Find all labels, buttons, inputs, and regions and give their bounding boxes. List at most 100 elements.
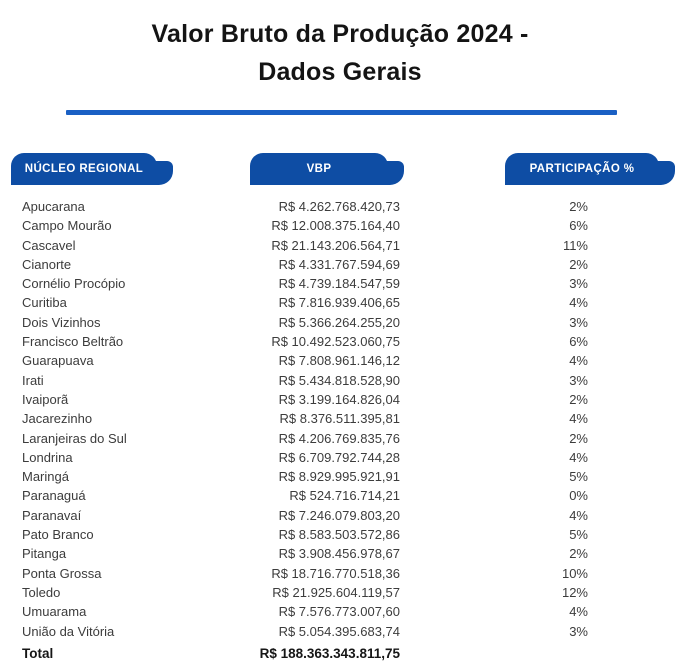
nucleo-cell: Cascavel — [22, 237, 76, 253]
vbp-cell: R$ 8.376.511.395,81 — [279, 411, 400, 427]
nucleo-cell: Guarapuava — [22, 353, 94, 369]
vbp-cell: R$ 524.716.714,21 — [289, 488, 400, 504]
nucleo-cell: Francisco Beltrão — [22, 334, 124, 350]
column-header-participacao: PARTICIPAÇÃO % — [505, 153, 675, 185]
vbp-cell: R$ 3.199.164.826,04 — [278, 391, 400, 407]
vbp-cell: R$ 8.929.995.921,91 — [278, 469, 400, 485]
nucleo-cell: Londrina — [22, 449, 73, 465]
table-row: Paranaguá R$ 524.716.714,21 0% — [0, 486, 680, 505]
total-label: Total — [22, 646, 54, 661]
vbp-cell: R$ 5.366.264.255,20 — [278, 314, 400, 330]
vbp-cell: R$ 4.206.769.835,76 — [278, 430, 400, 446]
page-title-line2: Dados Gerais — [258, 58, 422, 86]
participacao-cell: 3% — [569, 372, 588, 388]
participacao-cell: 2% — [569, 391, 588, 407]
vbp-cell: R$ 4.262.768.420,73 — [278, 199, 400, 214]
nucleo-cell: Laranjeiras do Sul — [22, 430, 127, 446]
participacao-cell: 6% — [569, 334, 588, 350]
vbp-cell: R$ 21.925.604.119,57 — [272, 584, 400, 600]
table-row: Cornélio Procópio R$ 4.739.184.547,59 3% — [0, 274, 680, 293]
vbp-cell: R$ 18.716.770.518,36 — [271, 565, 400, 581]
column-header-vbp: VBP — [250, 153, 404, 185]
table-row: Irati R$ 5.434.818.528,90 3% — [0, 371, 680, 390]
participacao-cell: 5% — [569, 469, 588, 485]
participacao-cell: 4% — [569, 353, 588, 369]
vbp-cell: R$ 3.908.456.978,67 — [278, 546, 400, 562]
column-header-nucleo-regional: NÚCLEO REGIONAL — [11, 153, 173, 185]
table-row: Apucarana R$ 4.262.768.420,73 2% — [0, 197, 680, 216]
nucleo-cell: Jacarezinho — [22, 411, 93, 427]
table-row: Jacarezinho R$ 8.376.511.395,81 4% — [0, 409, 680, 428]
table-row: Umuarama R$ 7.576.773.007,60 4% — [0, 602, 680, 621]
vbp-cell: R$ 5.434.818.528,90 — [278, 372, 400, 388]
participacao-cell: 0% — [569, 488, 588, 504]
nucleo-cell: Toledo — [22, 584, 61, 600]
nucleo-cell: Ivaiporã — [22, 391, 69, 407]
table-row: Ponta Grossa R$ 18.716.770.518,36 10% — [0, 564, 680, 583]
vbp-cell: R$ 4.331.767.594,69 — [278, 256, 400, 272]
participacao-cell: 5% — [569, 527, 588, 543]
participacao-cell: 4% — [569, 449, 588, 465]
participacao-cell: 2% — [569, 199, 588, 214]
nucleo-cell: Curitiba — [22, 295, 67, 311]
vbp-cell: R$ 7.808.961.146,12 — [278, 353, 400, 369]
table-row: Cianorte R$ 4.331.767.594,69 2% — [0, 255, 680, 274]
participacao-cell: 6% — [569, 218, 588, 234]
vbp-cell: R$ 5.054.395.683,74 — [278, 623, 400, 639]
nucleo-cell: Irati — [22, 372, 44, 388]
vbp-cell: R$ 7.576.773.007,60 — [278, 604, 400, 620]
participacao-cell: 10% — [561, 565, 588, 581]
total-row: Total R$ 188.363.343.811,75 — [0, 644, 680, 664]
title-divider — [66, 110, 617, 115]
vbp-cell: R$ 6.709.792.744,28 — [278, 449, 400, 465]
participacao-cell: 4% — [569, 507, 588, 523]
nucleo-cell: União da Vitória — [22, 623, 115, 639]
nucleo-cell: Cornélio Procópio — [22, 276, 126, 292]
table-row: Guarapuava R$ 7.808.961.146,12 4% — [0, 351, 680, 370]
table-row: Londrina R$ 6.709.792.744,28 4% — [0, 448, 680, 467]
page-title-line1: Valor Bruto da Produção 2024 - — [151, 20, 529, 48]
nucleo-cell: Cianorte — [22, 256, 72, 272]
participacao-cell: 11% — [562, 237, 588, 253]
vbp-cell: R$ 7.246.079.803,20 — [278, 507, 400, 523]
participacao-cell: 3% — [569, 314, 588, 330]
nucleo-cell: Campo Mourão — [22, 218, 112, 234]
participacao-cell: 2% — [569, 256, 588, 272]
vbp-cell: R$ 8.583.503.572,86 — [278, 527, 400, 543]
nucleo-cell: Apucarana — [22, 199, 85, 214]
table-row: Pato Branco R$ 8.583.503.572,86 5% — [0, 525, 680, 544]
table-row: Cascavel R$ 21.143.206.564,71 11% — [0, 236, 680, 255]
participacao-cell: 4% — [569, 411, 588, 427]
vbp-cell: R$ 7.816.939.406,65 — [278, 295, 400, 311]
vbp-cell: R$ 10.492.523.060,75 — [271, 334, 400, 350]
nucleo-cell: Pitanga — [22, 546, 67, 562]
table-row: Dois Vizinhos R$ 5.366.264.255,20 3% — [0, 313, 680, 332]
participacao-cell: 2% — [569, 546, 588, 562]
table-row: Maringá R$ 8.929.995.921,91 5% — [0, 467, 680, 486]
table-row: Curitiba R$ 7.816.939.406,65 4% — [0, 293, 680, 312]
nucleo-cell: Dois Vizinhos — [22, 314, 101, 330]
table-row: Toledo R$ 21.925.604.119,57 12% — [0, 583, 680, 602]
table-row: Pitanga R$ 3.908.456.978,67 2% — [0, 544, 680, 563]
nucleo-cell: Pato Branco — [22, 527, 94, 543]
nucleo-cell: Paranaguá — [22, 488, 86, 504]
participacao-cell: 12% — [561, 584, 588, 600]
total-vbp-value: R$ 188.363.343.811,75 — [259, 646, 400, 661]
participacao-cell: 2% — [569, 430, 588, 446]
nucleo-cell: Umuarama — [22, 604, 87, 620]
nucleo-cell: Ponta Grossa — [22, 565, 102, 581]
table-body: Apucarana R$ 4.262.768.420,73 2% Campo Mou… — [0, 197, 680, 641]
nucleo-cell: Maringá — [22, 469, 69, 485]
participacao-cell: 4% — [569, 295, 588, 311]
nucleo-cell: Paranavaí — [22, 507, 82, 523]
participacao-cell: 3% — [569, 623, 588, 639]
table-row: União da Vitória R$ 5.054.395.683,74 3% — [0, 622, 680, 641]
table-row: Francisco Beltrão R$ 10.492.523.060,75 6% — [0, 332, 680, 351]
participacao-cell: 4% — [569, 604, 588, 620]
table-row: Paranavaí R$ 7.246.079.803,20 4% — [0, 506, 680, 525]
page-title: Valor Bruto da Produção 2024 - Dados Ger… — [0, 15, 680, 91]
vbp-cell: R$ 21.143.206.564,71 — [271, 237, 400, 253]
table-row: Laranjeiras do Sul R$ 4.206.769.835,76 2% — [0, 429, 680, 448]
participacao-cell: 3% — [569, 276, 588, 292]
